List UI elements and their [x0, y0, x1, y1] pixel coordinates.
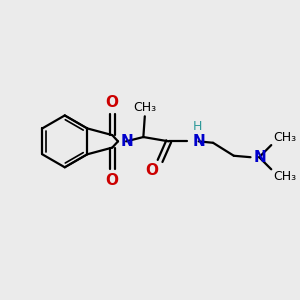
Text: N: N [254, 150, 267, 165]
Text: O: O [145, 163, 158, 178]
Text: O: O [106, 173, 119, 188]
Text: CH₃: CH₃ [273, 170, 296, 184]
Text: H: H [193, 120, 202, 133]
Text: N: N [120, 134, 133, 149]
Text: CH₃: CH₃ [273, 131, 296, 144]
Text: O: O [106, 95, 119, 110]
Text: CH₃: CH₃ [133, 101, 156, 114]
Text: N: N [192, 134, 205, 149]
